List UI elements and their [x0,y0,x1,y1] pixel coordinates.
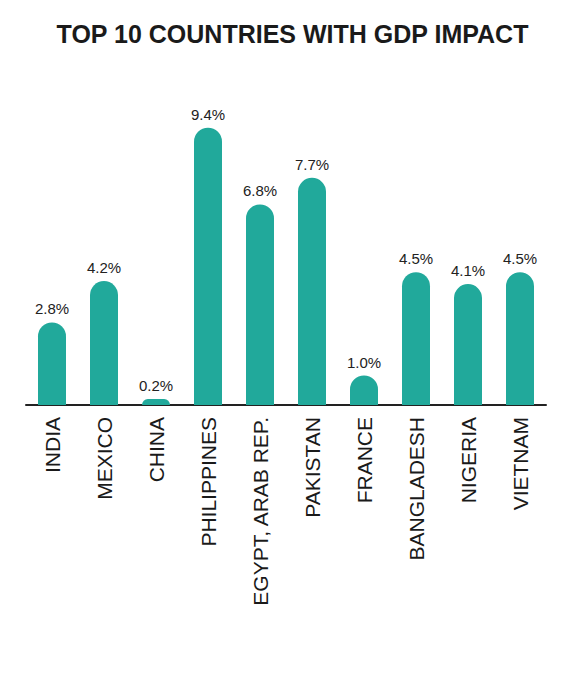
svg-text:1.0%: 1.0% [347,354,381,371]
svg-text:4.2%: 4.2% [87,259,121,276]
svg-text:INDIA: INDIA [41,417,64,473]
svg-text:7.7%: 7.7% [295,156,329,173]
svg-text:0.2%: 0.2% [139,377,173,394]
svg-text:FRANCE: FRANCE [353,417,376,503]
svg-text:VIETNAM: VIETNAM [509,417,532,510]
svg-text:CHINA: CHINA [145,417,168,482]
svg-text:2.8%: 2.8% [35,300,69,317]
svg-text:EGYPT, ARAB REP.: EGYPT, ARAB REP. [249,417,272,606]
svg-text:4.1%: 4.1% [451,262,485,279]
svg-text:NIGERIA: NIGERIA [457,417,480,503]
svg-text:4.5%: 4.5% [399,250,433,267]
svg-text:6.8%: 6.8% [243,182,277,199]
svg-text:BANGLADESH: BANGLADESH [405,417,428,561]
svg-text:MEXICO: MEXICO [93,417,116,500]
svg-text:4.5%: 4.5% [503,250,537,267]
svg-text:PHILIPPINES: PHILIPPINES [197,417,220,547]
svg-text:9.4%: 9.4% [191,106,225,123]
svg-text:TOP 10 COUNTRIES WITH GDP IMPA: TOP 10 COUNTRIES WITH GDP IMPACT [57,20,529,48]
svg-text:PAKISTAN: PAKISTAN [301,417,324,518]
